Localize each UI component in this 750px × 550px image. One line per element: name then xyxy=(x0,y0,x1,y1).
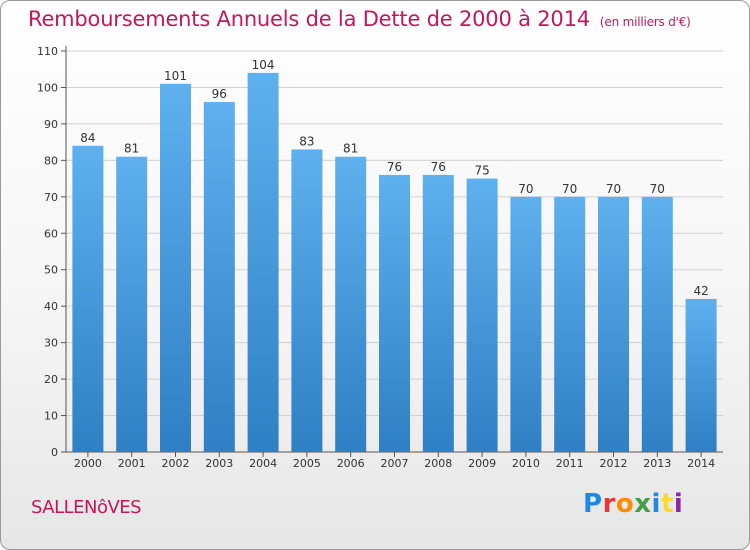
proxiti-logo: Proxiti xyxy=(583,489,683,519)
x-tick-label: 2012 xyxy=(600,457,628,470)
data-label: 104 xyxy=(252,58,275,72)
bar xyxy=(116,156,148,452)
bar xyxy=(598,196,629,452)
logo-letter: r xyxy=(602,489,616,519)
commune-name: SALLENôVES xyxy=(31,497,142,518)
x-tick-label: 2004 xyxy=(249,457,277,470)
y-tick-label: 40 xyxy=(44,300,58,313)
x-tick-label: 2002 xyxy=(162,457,190,470)
x-tick-label: 2006 xyxy=(337,457,365,470)
y-tick-label: 30 xyxy=(44,337,58,350)
bar xyxy=(554,196,586,452)
data-label: 76 xyxy=(387,160,402,174)
bar xyxy=(160,83,191,453)
bar xyxy=(422,174,454,453)
x-tick-label: 2008 xyxy=(424,457,452,470)
x-tick-label: 2013 xyxy=(643,457,671,470)
data-label: 81 xyxy=(343,142,358,156)
bar xyxy=(335,156,367,452)
y-tick-label: 50 xyxy=(44,264,58,277)
y-tick-label: 60 xyxy=(44,227,58,240)
labels: 0 10 20 30 40 50 60 70 80 90 100 110 84 2000 81 2001 101… xyxy=(37,45,715,470)
chart-title-text: Remboursements Annuels de la Dette de 20… xyxy=(28,7,590,31)
y-tick-label: 70 xyxy=(44,191,58,204)
logo-letter: i xyxy=(651,489,661,519)
data-label: 96 xyxy=(212,87,227,101)
y-tick-label: 10 xyxy=(44,410,58,423)
x-tick-label: 2014 xyxy=(687,457,715,470)
data-label: 42 xyxy=(693,284,708,298)
bar xyxy=(247,72,279,452)
bar xyxy=(685,298,717,452)
bar xyxy=(379,174,410,453)
data-label: 101 xyxy=(164,69,187,83)
bar xyxy=(72,145,104,453)
x-tick-label: 2001 xyxy=(118,457,146,470)
x-tick-label: 2005 xyxy=(293,457,321,470)
y-tick-label: 90 xyxy=(44,118,58,131)
y-tick-label: 0 xyxy=(51,446,58,459)
y-tick-label: 20 xyxy=(44,373,58,386)
data-label: 81 xyxy=(124,142,139,156)
data-label: 70 xyxy=(606,182,621,196)
data-label: 70 xyxy=(650,182,665,196)
bar xyxy=(291,149,323,452)
logo-letter: P xyxy=(583,489,603,519)
chart-title: Remboursements Annuels de la Dette de 20… xyxy=(28,7,691,31)
logo-letter: o xyxy=(615,489,635,519)
logo-letter: i xyxy=(673,489,684,519)
logo-letter: t xyxy=(660,489,674,519)
x-tick-label: 2009 xyxy=(468,457,496,470)
x-tick-label: 2003 xyxy=(205,457,233,470)
data-label: 76 xyxy=(431,160,446,174)
x-tick-label: 2011 xyxy=(556,457,584,470)
data-label: 75 xyxy=(474,164,489,178)
y-tick-label: 80 xyxy=(44,154,58,167)
logo-letter: x xyxy=(634,489,652,519)
bars xyxy=(72,72,717,453)
unit-note: (en milliers d'€) xyxy=(599,15,691,29)
bar xyxy=(641,196,673,452)
data-label: 70 xyxy=(562,182,577,196)
y-tick-label: 100 xyxy=(37,81,58,94)
x-tick-label: 2010 xyxy=(512,457,540,470)
data-label: 84 xyxy=(80,131,95,145)
x-tick-label: 2007 xyxy=(381,457,409,470)
data-label: 83 xyxy=(299,134,314,148)
y-tick-label: 110 xyxy=(37,45,58,58)
bar xyxy=(203,102,235,452)
data-label: 70 xyxy=(518,182,533,196)
bar xyxy=(510,196,542,452)
bar xyxy=(466,178,498,452)
x-tick-label: 2000 xyxy=(74,457,102,470)
